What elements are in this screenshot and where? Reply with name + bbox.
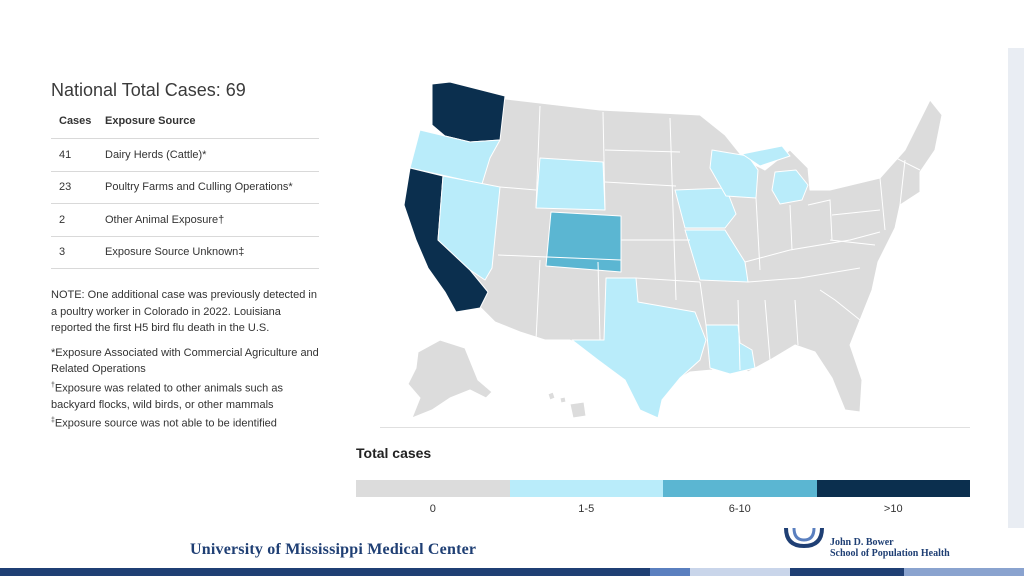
footnote-other-animal: †Exposure was related to other animals s…	[51, 378, 319, 414]
footnote-mark-double-dagger: ‡	[51, 417, 55, 425]
state-washington	[431, 81, 506, 143]
legend-swatch-0	[356, 480, 510, 497]
us-choropleth-map	[378, 78, 974, 428]
state-hawaii-island	[547, 391, 556, 401]
map-divider	[380, 427, 970, 428]
footer-bar-light	[690, 568, 790, 576]
panel-title: National Total Cases: 69	[51, 80, 246, 100]
footnote-other-animal-text: Exposure was related to other animals su…	[51, 382, 283, 411]
state-michigan	[771, 169, 809, 205]
legend-swatch-6-10	[663, 480, 817, 497]
footnote-commercial: *Exposure Associated with Commercial Agr…	[51, 346, 319, 376]
cell-source: Other Animal Exposure†	[97, 203, 319, 237]
state-alaska	[407, 339, 493, 419]
cases-panel: National Total Cases: 69 Cases Exposure …	[51, 80, 319, 432]
legend-label-1-5: 1-5	[578, 503, 595, 515]
cell-source: Exposure Source Unknown‡	[97, 236, 319, 269]
cell-source: Poultry Farms and Culling Operations*	[97, 171, 319, 204]
legend-swatch-1-5	[509, 480, 663, 497]
state-hawaii-island	[559, 396, 567, 404]
cell-source: Dairy Herds (Cattle)*	[97, 138, 319, 172]
institution-name: University of Mississippi Medical Center	[190, 541, 477, 558]
footnotes: *Exposure Associated with Commercial Agr…	[51, 345, 319, 433]
state-wyoming	[535, 157, 606, 211]
cell-cases: 3	[51, 236, 97, 269]
footer-bar-blue	[650, 568, 690, 576]
table-row: 41 Dairy Herds (Cattle)*	[51, 138, 319, 172]
cell-cases: 23	[51, 171, 97, 204]
state-texas	[571, 277, 707, 419]
note-text: NOTE: One additional case was previously…	[51, 289, 317, 334]
footnote-unknown-text: Exposure source was not able to be ident…	[54, 417, 277, 430]
us-map-svg	[403, 81, 943, 419]
table-header-row: Cases Exposure Source	[51, 115, 319, 139]
school-name-line1: John D. Bower	[830, 537, 894, 548]
state-borders	[497, 105, 921, 371]
cell-cases: 41	[51, 138, 97, 172]
footer-bar-navy2	[790, 568, 904, 576]
legend-labels: 0 1-5 6-10 >10	[356, 503, 970, 515]
column-header-source: Exposure Source	[97, 115, 319, 139]
legend-title: Total cases	[356, 445, 432, 461]
state-missouri	[684, 229, 749, 283]
legend-label-6-10: 6-10	[728, 503, 751, 515]
footnote-unknown: ‡Exposure source was not able to be iden…	[51, 413, 319, 432]
column-header-cases: Cases	[51, 115, 97, 139]
state-iowa	[674, 187, 737, 229]
footnote-mark-dagger: †	[51, 381, 55, 389]
footer-color-bar	[0, 568, 1024, 576]
legend-swatch-gt10	[816, 480, 970, 497]
state-hawaii	[569, 401, 587, 419]
table-row: 23 Poultry Farms and Culling Operations*	[51, 171, 319, 204]
slide-edge-band	[1008, 48, 1024, 528]
legend-label-0: 0	[429, 503, 436, 515]
cases-table: Cases Exposure Source 41 Dairy Herds (Ca…	[51, 115, 319, 269]
cell-cases: 2	[51, 203, 97, 237]
footer-bar-navy	[0, 568, 650, 576]
legend-bar	[356, 480, 970, 497]
table-row: 2 Other Animal Exposure†	[51, 203, 319, 237]
school-name-line2: School of Population Health	[830, 548, 950, 559]
ummc-logo-mark-icon	[784, 527, 824, 549]
school-logo: John D. Bower School of Population Healt…	[784, 524, 984, 560]
legend-label-gt10: >10	[883, 503, 903, 515]
state-michigan-upper	[741, 145, 791, 167]
footer-bar-mid	[904, 568, 1024, 576]
table-row: 3 Exposure Source Unknown‡	[51, 236, 319, 269]
state-colorado	[545, 211, 622, 273]
